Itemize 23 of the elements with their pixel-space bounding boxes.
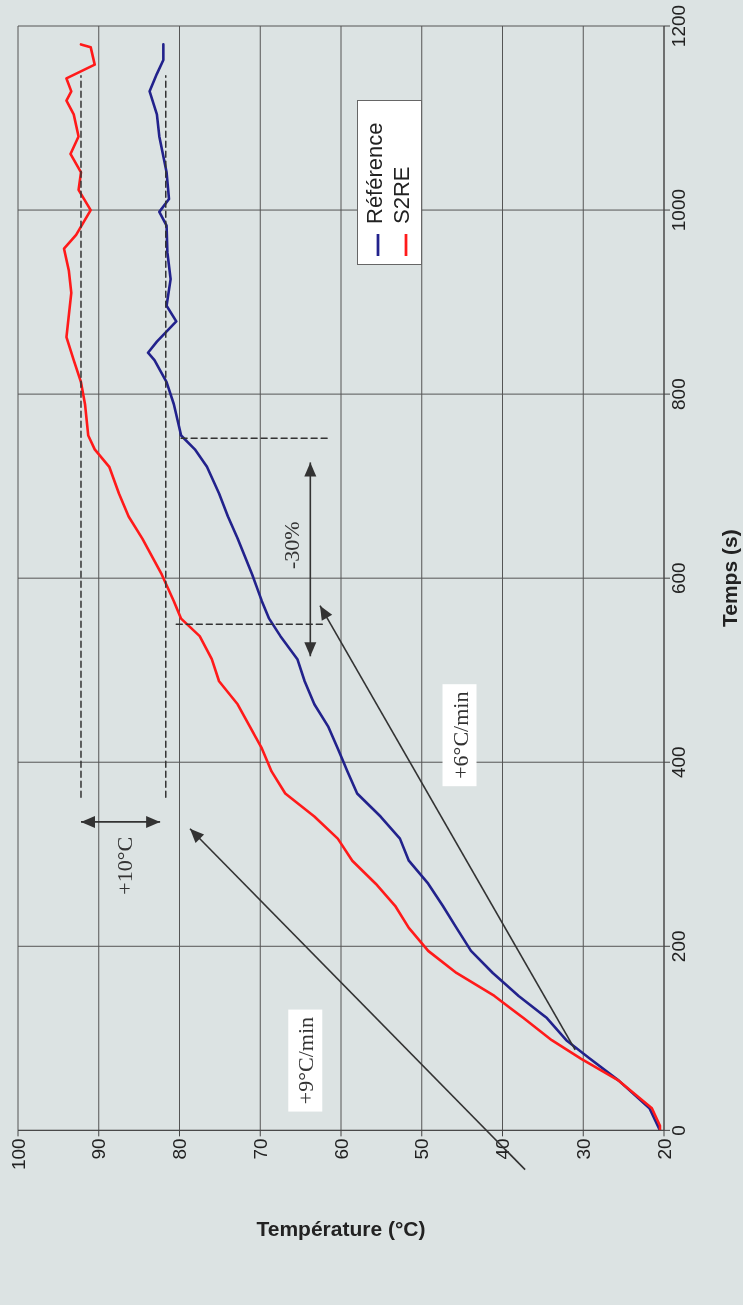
y-tick-label: 1000 — [668, 188, 690, 232]
y-tick-label: 1200 — [668, 4, 690, 48]
x-tick-label: 40 — [492, 1138, 514, 1160]
x-tick-label: 70 — [249, 1138, 271, 1160]
x-tick-label: 100 — [7, 1138, 29, 1171]
y-tick-label: 600 — [668, 562, 690, 595]
x-tick-label: 80 — [169, 1138, 191, 1160]
annotation: +6°C/min — [447, 691, 473, 779]
y-tick-label: 200 — [668, 930, 690, 963]
annotation: +9°C/min — [293, 1016, 319, 1105]
x-tick-label: 30 — [572, 1138, 594, 1160]
y-axis-title: Temps (s) — [718, 529, 741, 627]
x-tick-label: 90 — [88, 1138, 110, 1160]
annotation: +10°C — [112, 836, 138, 895]
legend-box: Référence S2RE — [357, 100, 422, 265]
y-tick-label: 400 — [668, 746, 690, 779]
y-tick-label: 0 — [668, 1125, 690, 1136]
x-tick-label: 50 — [411, 1138, 433, 1160]
annotation: -30% — [278, 521, 304, 570]
y-tick-label: 800 — [668, 378, 690, 410]
x-tick-label: 60 — [330, 1138, 352, 1160]
x-tick-label: 20 — [653, 1138, 675, 1160]
x-axis-title: Température (°C) — [256, 1216, 426, 1240]
